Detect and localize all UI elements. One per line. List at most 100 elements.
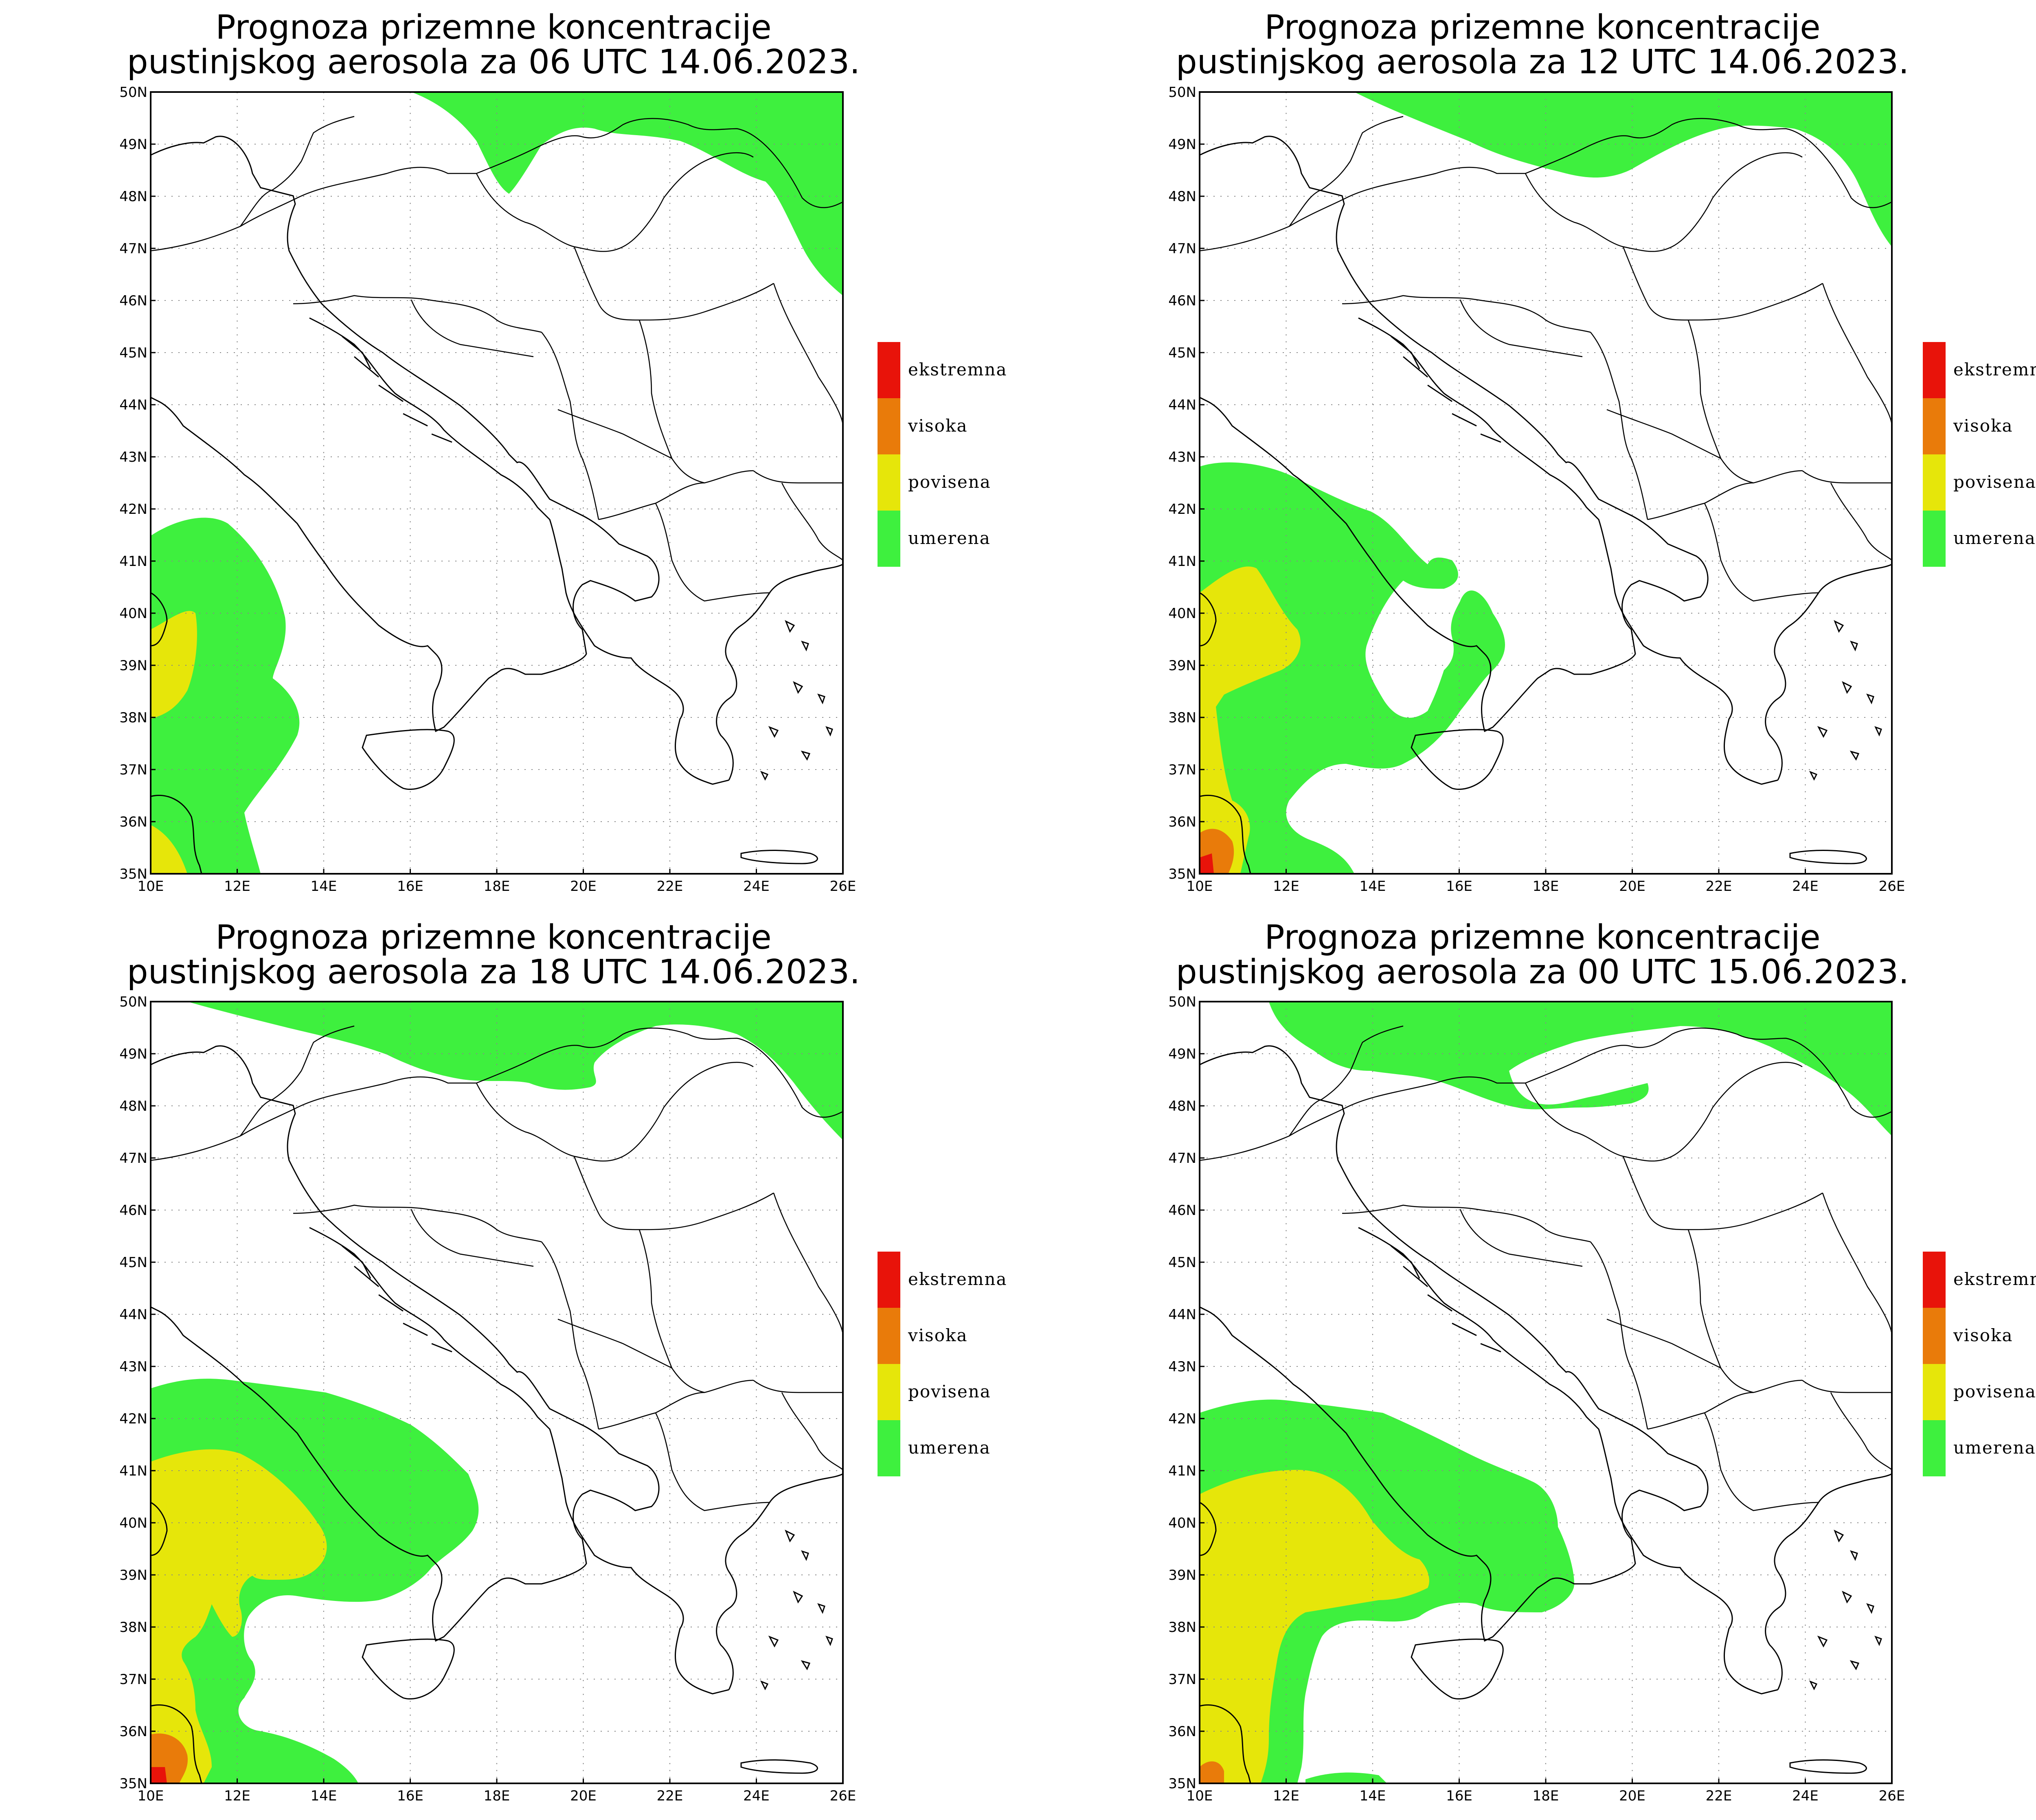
legend-swatch-ekstremna [878,342,900,398]
legend-swatch-visoka [878,398,900,454]
lon-label: 24E [1792,1788,1819,1804]
lat-label: 47N [1168,241,1196,257]
lon-label: 10E [138,1788,164,1804]
panel-title-line2: pustinjskog aerosola za 00 UTC 15.06.202… [1176,953,1909,991]
lat-label: 49N [119,136,147,153]
legend-label: ekstremna [1953,360,2036,379]
legend-swatch-povisena [878,1364,900,1420]
lon-label: 12E [1273,1788,1299,1804]
legend-label: visoka [1953,1325,2013,1345]
legend-label: ekstremna [1953,1269,2036,1289]
legend-label: visoka [908,416,968,436]
legend-label: umerena [908,528,991,548]
lat-label: 37N [119,762,147,778]
panel-title-line1: Prognoza prizemne koncentracije [215,918,771,957]
lat-label: 45N [1168,345,1196,361]
lon-label: 24E [743,1788,770,1804]
lon-label: 16E [397,878,423,895]
lon-label: 22E [657,1788,683,1804]
panel-06utc: Prognoza prizemne koncentracije pustinjs… [119,8,1007,895]
lat-label: 35N [119,866,147,882]
panel-title-line1: Prognoza prizemne koncentracije [1264,918,1820,957]
dust-povisena-areas [1200,1470,1429,1783]
lat-label: 37N [1168,1671,1196,1688]
lat-label: 48N [1168,189,1196,205]
lon-label: 10E [1187,878,1213,895]
lat-label: 42N [119,501,147,517]
legend-swatch-umerena [1923,1420,1946,1476]
lon-label: 10E [138,878,164,895]
map-area: 50N 49N 48N 47N 46N 45N 44N 43N 42N 41N … [1168,994,1905,1804]
lat-label: 37N [1168,762,1196,778]
legend-label: visoka [1953,416,2013,436]
panel-title-line2: pustinjskog aerosola za 06 UTC 14.06.202… [127,43,860,81]
lat-label: 49N [1168,1046,1196,1062]
lat-label: 45N [119,1254,147,1271]
lat-label: 43N [119,449,147,465]
lat-label: 46N [1168,293,1196,309]
lon-label: 26E [830,878,856,895]
lat-label: 50N [119,84,147,101]
panel-title-line1: Prognoza prizemne koncentracije [1264,8,1820,47]
lat-label: 40N [119,1515,147,1531]
lon-label: 16E [1446,878,1472,895]
legend: ekstremna visoka povisena umerena [1923,342,2036,567]
dust-umerena-areas [1200,92,1892,874]
lat-label: 40N [1168,605,1196,622]
lon-label: 12E [1273,878,1299,895]
lat-label: 35N [1168,866,1196,882]
legend: ekstremna visoka povisena umerena [878,1252,1007,1476]
lat-label: 38N [1168,1619,1196,1636]
lon-labels: 10E 12E 14E 16E 18E 20E 22E 24E 26E [1187,1788,1905,1804]
lat-label: 49N [1168,136,1196,153]
lon-label: 14E [1360,878,1386,895]
legend-label: povisena [1953,1381,2036,1401]
legend-label: povisena [1953,472,2036,492]
lon-labels: 10E 12E 14E 16E 18E 20E 22E 24E 26E [138,1788,856,1804]
lat-labels: 50N 49N 48N 47N 46N 45N 44N 43N 42N 41N … [1168,84,1196,882]
lon-labels: 10E 12E 14E 16E 18E 20E 22E 24E 26E [138,878,856,895]
legend-label: povisena [908,1381,991,1401]
lon-label: 20E [1619,878,1645,895]
lat-label: 41N [119,553,147,570]
dust-ekstremna-areas [151,1767,167,1783]
lon-label: 22E [1706,878,1732,895]
lat-label: 44N [119,1307,147,1323]
lon-labels: 10E 12E 14E 16E 18E 20E 22E 24E 26E [1187,878,1905,895]
lat-label: 42N [1168,1411,1196,1427]
legend-swatch-povisena [1923,1364,1946,1420]
legend-swatch-umerena [878,511,900,567]
lat-label: 36N [119,814,147,830]
lat-label: 43N [1168,1359,1196,1375]
map-area: 50N 49N 48N 47N 46N 45N 44N 43N 42N 41N … [1168,84,1905,895]
panel-title-line2: pustinjskog aerosola za 12 UTC 14.06.202… [1176,43,1909,81]
lon-label: 26E [1879,878,1905,895]
legend-swatch-ekstremna [878,1252,900,1308]
legend-label: visoka [908,1325,968,1345]
legend-label: umerena [908,1438,991,1458]
panel-title-line1: Prognoza prizemne koncentracije [215,8,771,47]
lat-label: 48N [1168,1098,1196,1114]
lat-label: 48N [119,189,147,205]
lat-label: 38N [1168,710,1196,726]
lon-label: 18E [484,878,510,895]
lat-label: 44N [1168,1307,1196,1323]
dust-visoka-areas [1200,1761,1224,1783]
lat-label: 48N [119,1098,147,1114]
lat-label: 44N [119,397,147,413]
lat-label: 35N [119,1776,147,1792]
lat-label: 39N [1168,658,1196,674]
lon-label: 14E [311,878,337,895]
lon-label: 22E [657,878,683,895]
lon-label: 24E [1792,878,1819,895]
dust-umerena-areas [151,92,843,874]
panel-title-line2: pustinjskog aerosola za 18 UTC 14.06.202… [127,953,860,991]
dust-povisena-areas [1200,566,1301,874]
panel-18utc: Prognoza prizemne koncentracije pustinjs… [119,918,1007,1804]
legend: ekstremna visoka povisena umerena [878,342,1007,567]
lat-label: 42N [1168,501,1196,517]
lat-label: 43N [119,1359,147,1375]
panel-12utc: Prognoza prizemne koncentracije pustinjs… [1168,8,2036,895]
